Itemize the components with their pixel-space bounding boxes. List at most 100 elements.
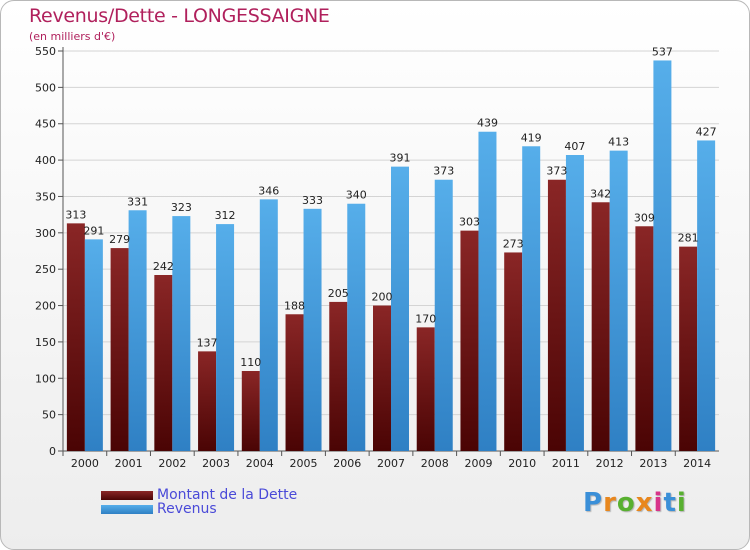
x-tick-label: 2011 — [552, 457, 580, 470]
data-label-dette: 309 — [634, 211, 655, 224]
data-label-dette: 273 — [503, 237, 524, 250]
y-tick-label: 50 — [42, 409, 56, 422]
y-tick-label: 400 — [35, 154, 56, 167]
data-label-dette: 279 — [109, 233, 130, 246]
legend-label-dette: Montant de la Dette — [157, 487, 298, 503]
y-tick-label: 150 — [35, 336, 56, 349]
x-tick-label: 2012 — [596, 457, 624, 470]
logo-letter: i — [676, 488, 687, 518]
y-tick-label: 0 — [49, 445, 56, 458]
proxiti-logo: Proxiti — [583, 488, 687, 518]
x-tick-label: 2014 — [683, 457, 711, 470]
bar-dette — [241, 371, 260, 451]
bar-dette — [547, 179, 566, 451]
y-tick-label: 250 — [35, 263, 56, 276]
data-label-revenus: 391 — [390, 152, 411, 165]
logo-letter: t — [663, 488, 677, 518]
data-label-revenus: 419 — [521, 131, 542, 144]
data-label-dette: 342 — [590, 187, 611, 200]
data-label-revenus: 427 — [696, 125, 717, 138]
bar-dette — [635, 226, 654, 451]
y-tick-label: 100 — [35, 372, 56, 385]
data-label-dette: 110 — [240, 356, 261, 369]
bar-revenus — [653, 60, 672, 452]
bar-revenus — [216, 224, 235, 451]
bar-revenus — [565, 155, 584, 451]
bar-revenus — [84, 239, 103, 451]
bar-revenus — [172, 216, 191, 451]
bar-dette — [416, 327, 435, 451]
x-tick-label: 2000 — [71, 457, 99, 470]
data-label-dette: 137 — [197, 336, 218, 349]
label-layer: 313 291 279 331 242 323 137 312 110 346 188 333 205 3… — [65, 45, 716, 369]
x-tick-label: 2001 — [115, 457, 143, 470]
data-label-dette: 170 — [415, 312, 436, 325]
legend-swatch-dette — [101, 490, 153, 500]
legend-item-revenus: Revenus — [101, 501, 217, 517]
x-tick-label: 2010 — [508, 457, 536, 470]
data-label-dette: 205 — [328, 287, 349, 300]
data-label-dette: 303 — [459, 216, 480, 229]
x-tick-label: 2005 — [290, 457, 318, 470]
bar-dette — [504, 252, 523, 451]
logo-letter: P — [583, 488, 604, 518]
data-label-revenus: 407 — [564, 140, 585, 153]
bar-revenus — [434, 179, 453, 451]
bar-revenus — [609, 150, 628, 452]
data-label-revenus: 537 — [652, 45, 673, 58]
x-tick-label: 2006 — [333, 457, 361, 470]
data-label-revenus: 331 — [127, 195, 148, 208]
bar-dette — [679, 246, 698, 451]
data-label-revenus: 323 — [171, 201, 192, 214]
data-label-revenus: 373 — [433, 165, 454, 178]
data-label-revenus: 333 — [302, 194, 323, 207]
x-tick-label: 2013 — [639, 457, 667, 470]
data-label-revenus: 346 — [258, 184, 279, 197]
data-label-revenus: 439 — [477, 117, 498, 130]
bar-dette — [198, 351, 217, 451]
data-label-revenus: 291 — [83, 224, 104, 237]
legend-label-revenus: Revenus — [157, 501, 217, 517]
bar-revenus — [128, 210, 147, 451]
logo-letter: o — [616, 488, 636, 518]
data-label-dette: 313 — [65, 208, 86, 221]
x-tick-label: 2004 — [246, 457, 274, 470]
data-label-revenus: 312 — [215, 209, 236, 222]
bar-dette — [460, 230, 479, 451]
bar-revenus — [303, 208, 322, 451]
data-label-dette: 281 — [678, 232, 699, 245]
data-label-dette: 188 — [284, 299, 305, 312]
data-label-dette: 200 — [372, 291, 393, 304]
bar-dette — [154, 275, 173, 451]
chart-title: Revenus/Dette - LONGESSAIGNE — [29, 5, 330, 27]
bar-dette — [66, 223, 85, 451]
chart-subtitle: (en milliers d'€) — [29, 30, 116, 43]
x-tick-label: 2002 — [158, 457, 186, 470]
y-tick-label: 350 — [35, 190, 56, 203]
y-tick-label: 300 — [35, 227, 56, 240]
logo-letter: r — [603, 488, 617, 518]
bar-revenus — [391, 166, 409, 452]
bar-dette — [373, 305, 391, 451]
bar-dette — [285, 314, 304, 451]
y-tick-label: 450 — [35, 118, 56, 131]
bar-layer — [66, 60, 716, 452]
bar-revenus — [259, 199, 278, 451]
x-tick-label: 2007 — [377, 457, 405, 470]
bar-revenus — [478, 131, 497, 451]
data-label-revenus: 340 — [346, 189, 367, 202]
bar-revenus — [347, 203, 366, 451]
y-tick-label: 200 — [35, 300, 56, 313]
y-tick-label: 550 — [35, 45, 56, 58]
bar-revenus — [522, 146, 541, 452]
y-tick-label: 500 — [35, 81, 56, 94]
legend-swatch-revenus — [101, 504, 153, 514]
data-label-dette: 242 — [153, 260, 174, 273]
data-label-dette: 373 — [546, 165, 567, 178]
legend-item-dette: Montant de la Dette — [101, 487, 297, 503]
bar-dette — [329, 301, 348, 451]
logo-letter: x — [635, 488, 654, 518]
x-tick-label: 2003 — [202, 457, 230, 470]
